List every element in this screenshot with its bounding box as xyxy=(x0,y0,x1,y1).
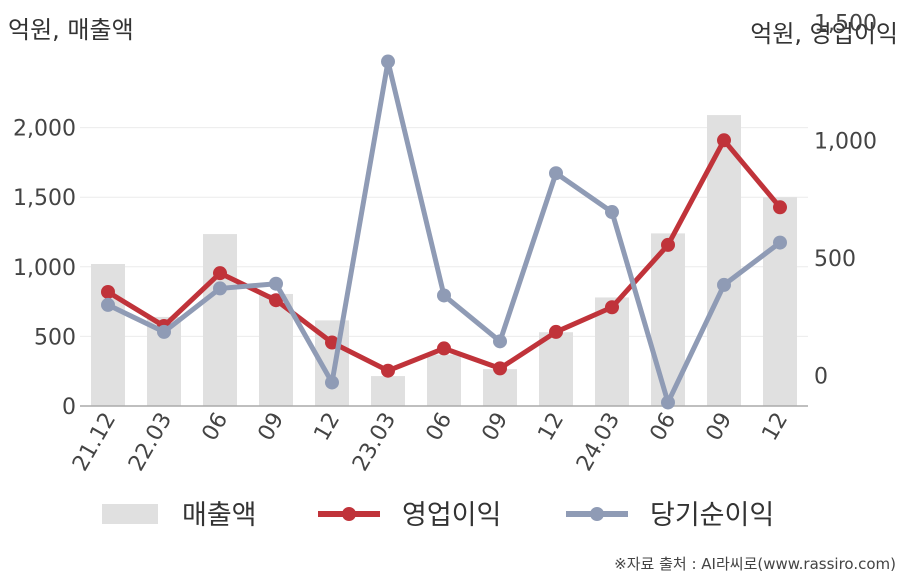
point-1-5 xyxy=(381,54,395,69)
point-1-8 xyxy=(549,166,563,181)
point-1-11 xyxy=(717,277,731,292)
point-1-7 xyxy=(493,334,507,349)
left-axis-unit-label: 억원, 매출액 xyxy=(8,16,134,44)
point-1-3 xyxy=(269,276,283,291)
point-0-9 xyxy=(605,300,619,315)
bar-9 xyxy=(595,297,629,406)
x-tick-3: 09 xyxy=(254,409,290,446)
right-tick-2: 1,000 xyxy=(814,129,877,154)
point-1-0 xyxy=(101,297,115,312)
left-y-axis-ticks: 0 500 1,000 1,500 2,000 xyxy=(13,117,76,420)
bar-3 xyxy=(259,293,293,406)
x-tick-12: 12 xyxy=(758,409,794,446)
point-0-7 xyxy=(493,361,507,376)
x-tick-9: 24.03 xyxy=(572,409,625,476)
legend-label-2: 당기순이익 xyxy=(650,500,774,531)
left-tick-3: 1,500 xyxy=(13,186,76,211)
x-tick-6: 06 xyxy=(422,409,458,446)
left-tick-2: 1,000 xyxy=(13,256,76,281)
bar-series xyxy=(91,115,797,407)
point-1-6 xyxy=(437,288,451,303)
line-series xyxy=(101,54,787,410)
point-1-12 xyxy=(773,235,787,250)
point-0-11 xyxy=(717,133,731,148)
bar-8 xyxy=(539,332,573,406)
point-0-0 xyxy=(101,284,115,299)
legend-marker-1 xyxy=(342,507,356,521)
x-tick-11: 09 xyxy=(702,409,738,446)
x-tick-5: 23.03 xyxy=(348,409,401,476)
bar-12 xyxy=(763,197,797,406)
left-tick-0: 0 xyxy=(62,395,76,420)
point-0-5 xyxy=(381,363,395,378)
x-tick-2: 06 xyxy=(198,409,234,446)
x-tick-4: 12 xyxy=(310,409,346,446)
point-1-10 xyxy=(661,395,675,410)
point-0-4 xyxy=(325,335,339,350)
point-0-8 xyxy=(549,324,563,339)
legend: 매출액 영업이익 당기순이익 xyxy=(102,500,774,531)
x-tick-0: 21.12 xyxy=(68,409,121,476)
right-axis-unit-label: 억원, 영업이익 xyxy=(750,20,898,48)
left-tick-4: 2,000 xyxy=(13,117,76,142)
point-0-6 xyxy=(437,341,451,356)
bar-5 xyxy=(371,376,405,406)
point-0-3 xyxy=(269,293,283,308)
x-tick-8: 12 xyxy=(534,409,570,446)
legend-label-0: 매출액 xyxy=(182,500,257,531)
bar-2 xyxy=(203,234,237,406)
x-tick-10: 06 xyxy=(646,409,682,446)
point-1-2 xyxy=(213,281,227,296)
bar-6 xyxy=(427,354,461,406)
legend-marker-2 xyxy=(590,507,604,521)
legend-swatch-0 xyxy=(102,504,158,524)
legend-label-1: 영업이익 xyxy=(402,500,501,531)
right-tick-3: 1,500 xyxy=(814,12,877,37)
x-tick-1: 22.03 xyxy=(124,409,177,476)
x-tick-7: 09 xyxy=(478,409,514,446)
right-tick-0: 0 xyxy=(814,364,828,389)
point-0-12 xyxy=(773,200,787,215)
point-0-10 xyxy=(661,237,675,252)
x-axis-ticks: 21.12 22.03 06 09 12 23.03 06 09 12 24.03 06 09 12 xyxy=(68,409,793,476)
point-0-2 xyxy=(213,266,227,281)
point-1-4 xyxy=(325,375,339,390)
right-y-axis-ticks: 0 500 1,000 1,500 xyxy=(814,12,877,390)
left-tick-1: 500 xyxy=(34,325,76,350)
gridlines xyxy=(80,127,808,337)
right-tick-1: 500 xyxy=(814,247,856,272)
point-1-9 xyxy=(605,205,619,220)
point-1-1 xyxy=(157,324,171,339)
source-credit: ※자료 출처 : AI라씨로(www.rassiro.com) xyxy=(614,555,896,573)
